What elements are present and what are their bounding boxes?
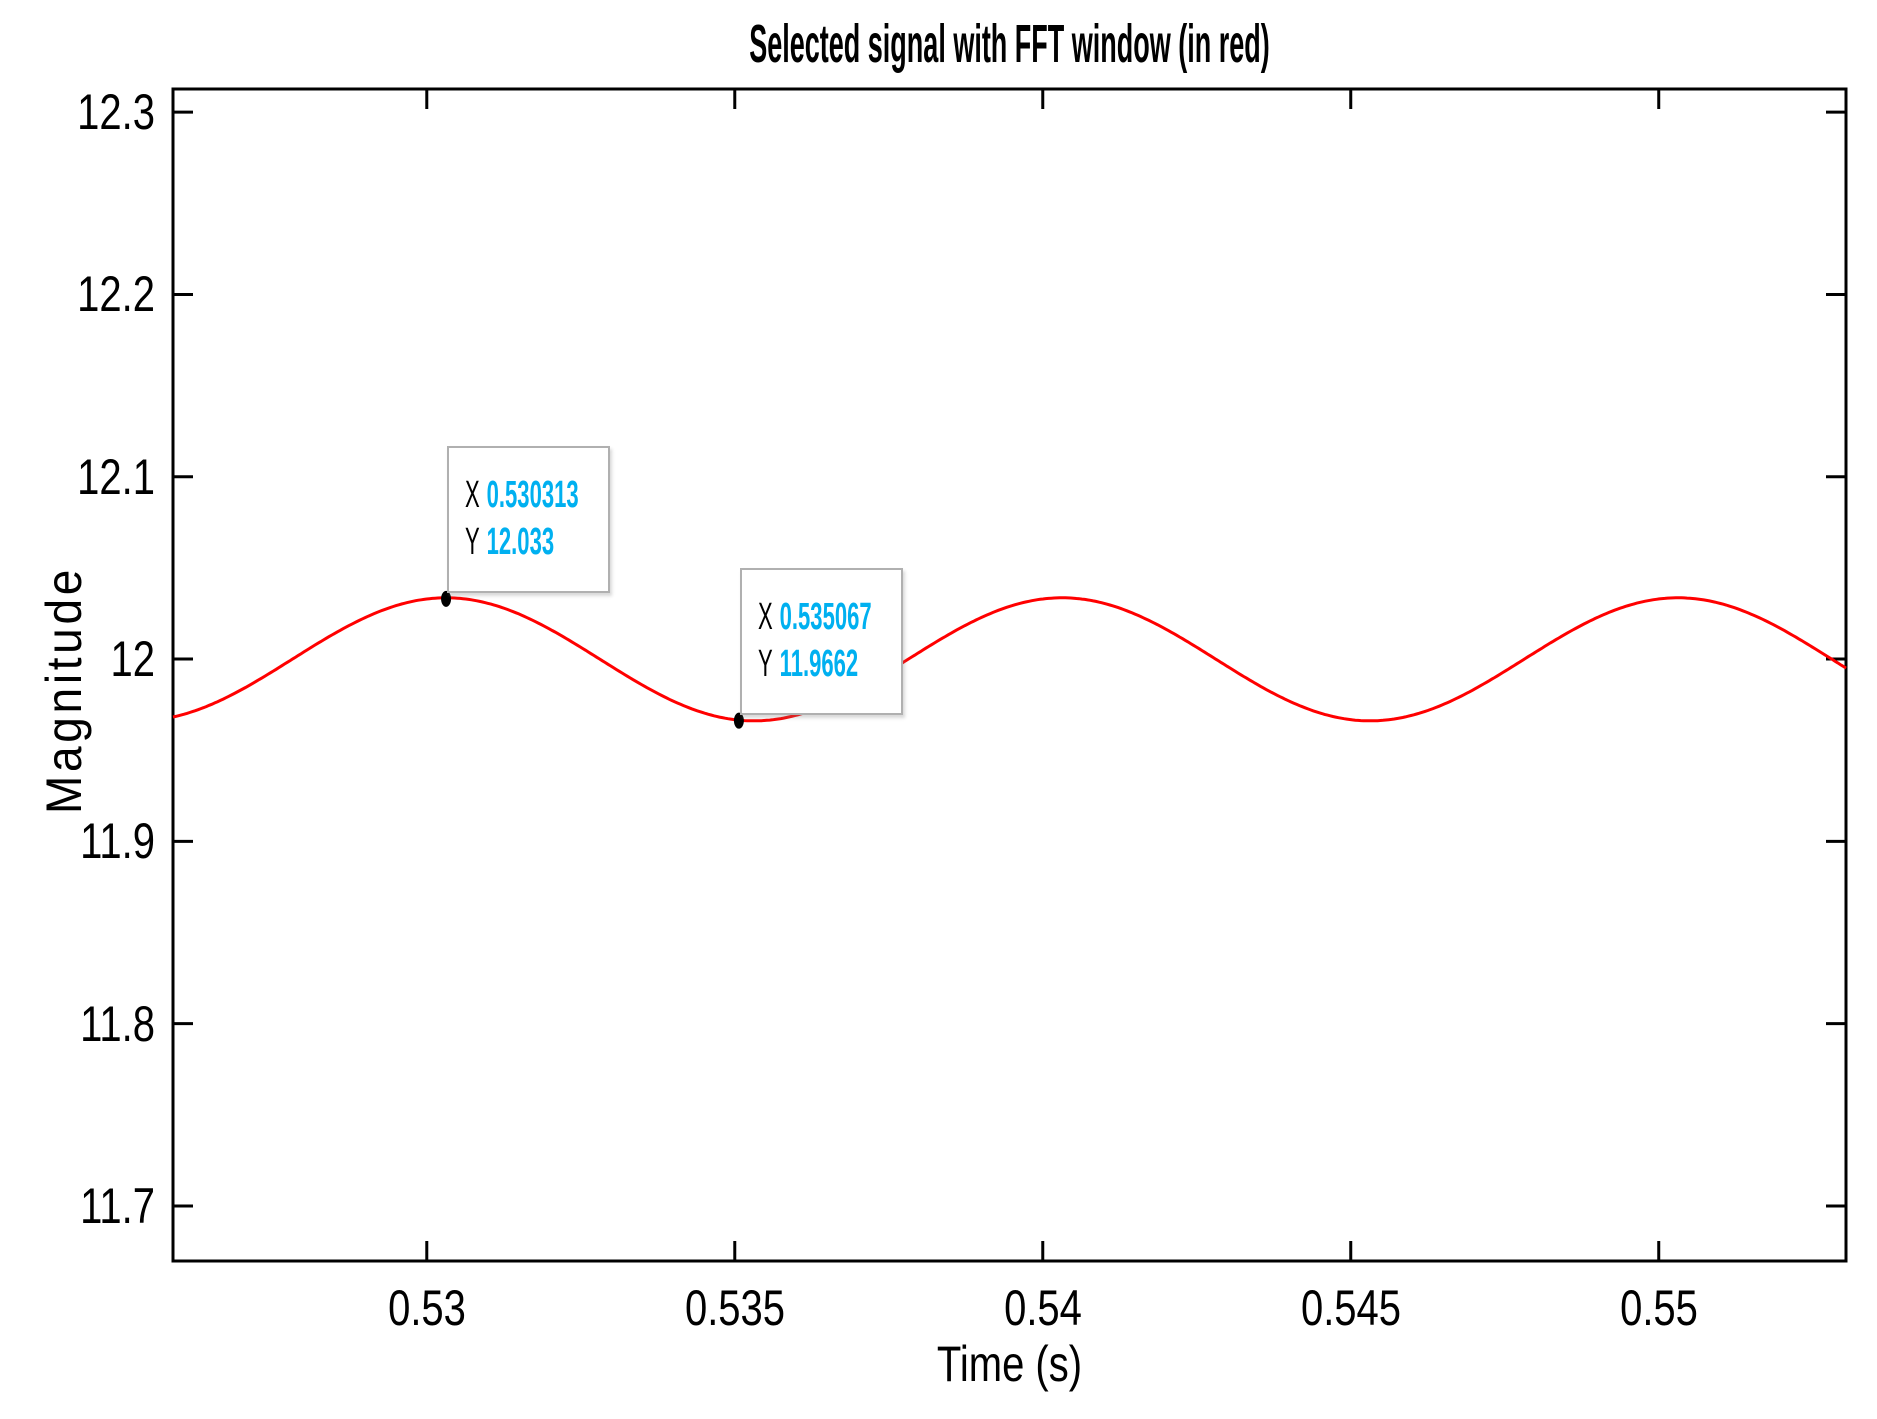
x-tick-label: 0.54 <box>1003 1280 1082 1336</box>
x-tick-label: 0.545 <box>1300 1280 1401 1336</box>
y-tick-label: 11.9 <box>80 813 155 870</box>
datatip-row: Y 11.9662 <box>757 641 858 688</box>
y-tick-label: 11.8 <box>80 995 155 1052</box>
x-tick-label: 0.53 <box>387 1280 466 1336</box>
x-tick-label: 0.535 <box>684 1280 785 1336</box>
datatip-axis-letter: Y <box>465 520 480 563</box>
y-axis-label: Magnitude <box>36 566 92 814</box>
x-axis-label: Time (s) <box>936 1336 1083 1392</box>
y-tick-label: 12.2 <box>77 266 155 323</box>
datatip[interactable]: X 0.535067 Y 11.9662 <box>739 567 903 715</box>
datatip-value: 0.530313 <box>486 473 579 516</box>
datatip-value: 12.033 <box>486 520 555 563</box>
plot-title: Selected signal with FFT window (in red) <box>749 14 1270 74</box>
data-point-marker[interactable] <box>733 712 744 729</box>
datatip-row: X 0.530313 <box>465 472 579 519</box>
datatip[interactable]: X 0.530313 Y 12.033 <box>447 445 611 593</box>
datatip-row: X 0.535067 <box>757 594 872 641</box>
axes-box <box>171 87 1848 1263</box>
y-tick-label: 12.1 <box>77 448 155 505</box>
y-tick-label: 11.7 <box>80 1177 155 1234</box>
data-point-marker[interactable] <box>441 590 452 607</box>
datatip-axis-letter: X <box>465 473 480 516</box>
datatip-row: Y 12.033 <box>465 519 554 566</box>
x-tick-label: 0.55 <box>1619 1280 1698 1336</box>
datatip-axis-letter: Y <box>757 642 773 685</box>
y-tick-label: 12 <box>110 631 156 688</box>
y-tick-label: 12.3 <box>77 84 155 141</box>
datatip-axis-letter: X <box>757 595 773 638</box>
signal-line <box>172 596 1847 723</box>
datatip-value: 11.9662 <box>779 642 859 685</box>
datatip-value: 0.535067 <box>779 595 872 638</box>
